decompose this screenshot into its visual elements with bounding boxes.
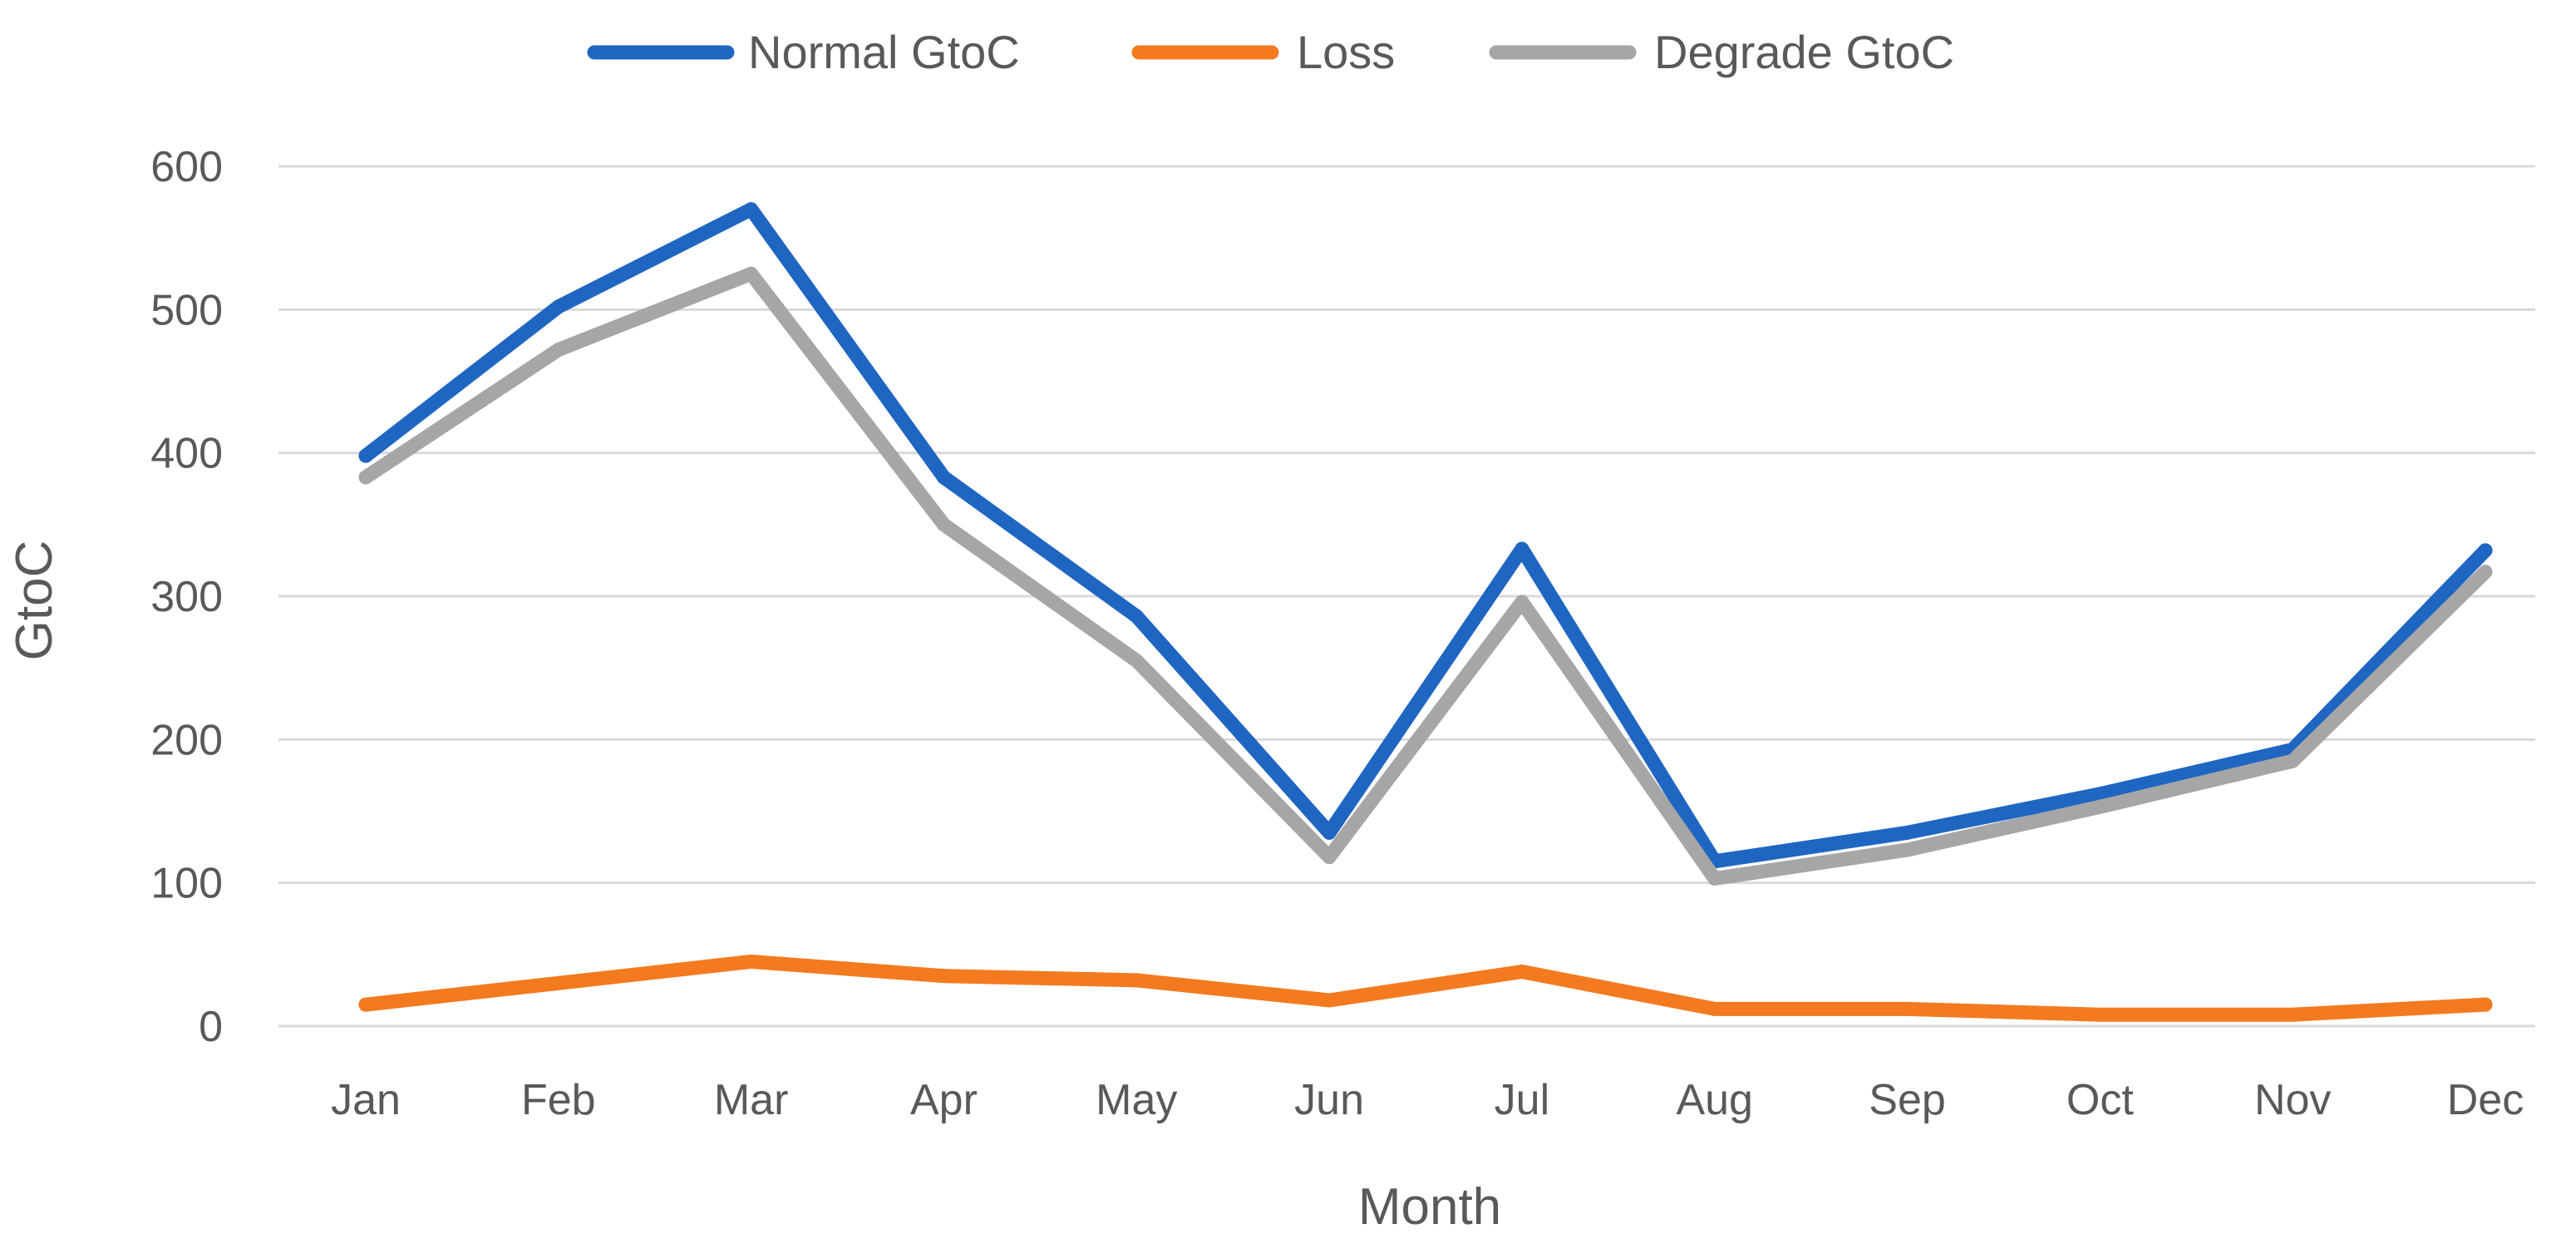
y-tick-label: 600 bbox=[150, 143, 223, 191]
data-point-degrade-gtoc-mar bbox=[744, 266, 759, 281]
y-tick-label: 100 bbox=[150, 860, 223, 908]
data-point-normal-gtoc-apr bbox=[936, 470, 951, 485]
legend-item-normal-gtoc: Normal GtoC bbox=[587, 26, 1020, 78]
data-point-loss-aug bbox=[1707, 1001, 1722, 1016]
data-point-loss-oct bbox=[2092, 1007, 2107, 1022]
x-tick-label-nov: Nov bbox=[2254, 1076, 2331, 1124]
x-axis-title: Month bbox=[1358, 1178, 1501, 1234]
x-tick-label-sep: Sep bbox=[1869, 1076, 1946, 1124]
data-point-normal-gtoc-sep bbox=[1900, 825, 1915, 840]
series-lines bbox=[358, 202, 2493, 1022]
data-point-loss-jun bbox=[1322, 993, 1337, 1008]
legend-item-degrade-gtoc: Degrade GtoC bbox=[1489, 26, 1954, 78]
x-tick-label-apr: Apr bbox=[910, 1076, 978, 1124]
gridlines bbox=[278, 165, 2535, 1028]
data-point-normal-gtoc-jun bbox=[1322, 825, 1337, 840]
legend-item-loss: Loss bbox=[1131, 26, 1395, 78]
legend-label-normal-gtoc: Normal GtoC bbox=[748, 26, 1020, 78]
y-tick-label: 300 bbox=[150, 573, 223, 621]
y-tick-label: 200 bbox=[150, 716, 223, 764]
x-axis-ticks: Jan Feb Mar Apr May Jun Jul Aug Sep Oct Nov Dec bbox=[331, 1076, 2524, 1124]
series-line-normal-gtoc bbox=[358, 202, 2493, 869]
data-point-degrade-gtoc-apr bbox=[936, 517, 951, 532]
data-point-degrade-gtoc-jul bbox=[1515, 595, 1529, 610]
x-tick-label-feb: Feb bbox=[521, 1076, 596, 1124]
data-point-loss-apr bbox=[936, 969, 951, 984]
data-point-normal-gtoc-dec bbox=[2478, 543, 2493, 558]
data-point-degrade-gtoc-oct bbox=[2092, 799, 2107, 814]
data-point-normal-gtoc-may bbox=[1129, 609, 1144, 624]
data-point-loss-dec bbox=[2478, 997, 2493, 1012]
data-point-loss-may bbox=[1129, 973, 1144, 988]
data-point-normal-gtoc-oct bbox=[2092, 787, 2107, 802]
data-point-loss-jul bbox=[1515, 965, 1529, 980]
series-line-degrade-gtoc bbox=[358, 266, 2493, 886]
y-tick-label: 500 bbox=[150, 286, 223, 334]
data-point-degrade-gtoc-may bbox=[1129, 654, 1144, 669]
data-point-loss-jan bbox=[358, 997, 373, 1012]
y-axis-title: GtoC bbox=[6, 540, 63, 661]
x-tick-label-oct: Oct bbox=[2066, 1076, 2134, 1124]
data-point-degrade-gtoc-aug bbox=[1707, 871, 1722, 886]
data-point-degrade-gtoc-nov bbox=[2285, 753, 2300, 768]
data-point-loss-sep bbox=[1900, 1001, 1915, 1016]
x-tick-label-may: May bbox=[1096, 1076, 1177, 1124]
x-tick-label-jan: Jan bbox=[331, 1076, 401, 1124]
data-point-degrade-gtoc-jan bbox=[358, 470, 373, 485]
data-point-degrade-gtoc-jun bbox=[1322, 850, 1337, 865]
x-tick-label-jun: Jun bbox=[1294, 1076, 1364, 1124]
x-tick-label-jul: Jul bbox=[1495, 1076, 1549, 1124]
series-line-loss bbox=[358, 954, 2493, 1022]
y-axis-ticks: 0 100 200 300 400 500 600 bbox=[150, 143, 223, 1051]
legend-label-loss: Loss bbox=[1297, 26, 1395, 78]
x-tick-label-dec: Dec bbox=[2447, 1076, 2524, 1124]
x-tick-label-mar: Mar bbox=[714, 1076, 789, 1124]
x-tick-label-aug: Aug bbox=[1676, 1076, 1753, 1124]
data-point-normal-gtoc-jan bbox=[358, 448, 373, 463]
legend: Normal GtoC Loss Degrade GtoC bbox=[587, 26, 1954, 78]
data-point-loss-feb bbox=[551, 975, 566, 990]
data-point-normal-gtoc-jul bbox=[1515, 541, 1529, 556]
data-point-normal-gtoc-mar bbox=[744, 202, 759, 217]
data-point-degrade-gtoc-sep bbox=[1900, 842, 1915, 857]
legend-label-degrade-gtoc: Degrade GtoC bbox=[1654, 26, 1954, 78]
data-point-loss-nov bbox=[2285, 1007, 2300, 1022]
data-point-normal-gtoc-feb bbox=[551, 299, 566, 314]
data-point-degrade-gtoc-feb bbox=[551, 343, 566, 358]
y-tick-label: 400 bbox=[150, 430, 223, 478]
y-tick-label: 0 bbox=[199, 1003, 223, 1051]
data-point-loss-mar bbox=[744, 954, 759, 969]
data-point-degrade-gtoc-dec bbox=[2478, 565, 2493, 580]
